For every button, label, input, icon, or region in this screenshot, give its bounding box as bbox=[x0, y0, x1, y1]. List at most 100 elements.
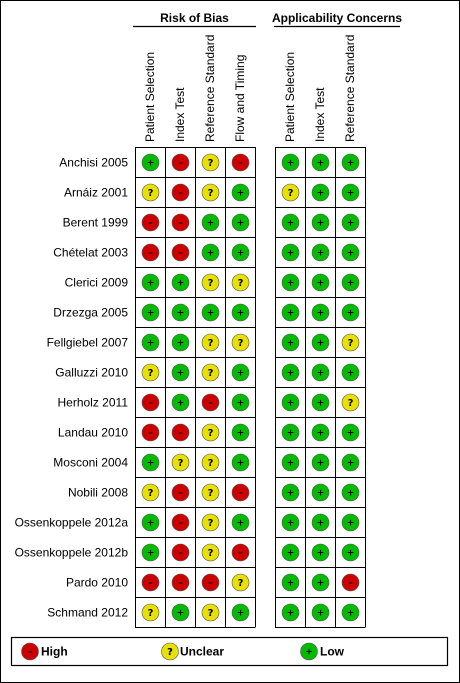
judgement-high: – bbox=[141, 573, 160, 592]
low-symbol: + bbox=[287, 369, 295, 379]
high-circle bbox=[341, 573, 360, 592]
low-circle bbox=[341, 213, 360, 232]
low-circle bbox=[201, 303, 220, 322]
low-circle bbox=[141, 333, 160, 352]
legend-item-unclear: ? Unclear bbox=[161, 642, 224, 661]
judgement-low: + bbox=[281, 213, 300, 232]
low-circle bbox=[311, 543, 330, 562]
low-symbol: + bbox=[177, 399, 185, 409]
unclear-circle bbox=[201, 183, 220, 202]
high-symbol: – bbox=[238, 489, 243, 499]
unclear-circle bbox=[201, 423, 220, 442]
column-header: Reference Standard bbox=[203, 35, 217, 142]
judgement-low: + bbox=[141, 513, 160, 532]
judgement-unclear: ? bbox=[341, 393, 360, 412]
high-legend-symbol: – bbox=[28, 648, 33, 658]
column-header: Patient Selection bbox=[283, 52, 297, 142]
judgement-low: + bbox=[231, 213, 250, 232]
judgement-low: + bbox=[311, 183, 330, 202]
study-label: Chételat 2003 bbox=[53, 246, 128, 260]
low-symbol: + bbox=[317, 339, 325, 349]
judgement-unclear: ? bbox=[171, 453, 190, 472]
unclear-circle bbox=[141, 483, 160, 502]
unclear-symbol: ? bbox=[148, 368, 154, 379]
unclear-symbol: ? bbox=[148, 188, 154, 199]
judgement-unclear: ? bbox=[201, 153, 220, 172]
high-circle bbox=[171, 213, 190, 232]
low-symbol: + bbox=[317, 579, 325, 589]
low-circle bbox=[281, 513, 300, 532]
low-circle bbox=[201, 243, 220, 262]
high-symbol: – bbox=[178, 159, 183, 169]
judgement-high: – bbox=[171, 183, 190, 202]
low-circle bbox=[141, 153, 160, 172]
judgement-low: + bbox=[171, 603, 190, 622]
judgement-low: + bbox=[341, 303, 360, 322]
high-symbol: – bbox=[178, 429, 183, 439]
judgement-low: + bbox=[341, 153, 360, 172]
low-circle bbox=[141, 513, 160, 532]
high-circle bbox=[231, 153, 250, 172]
high-circle bbox=[171, 543, 190, 562]
low-symbol: + bbox=[177, 279, 185, 289]
low-symbol: + bbox=[287, 279, 295, 289]
unclear-circle bbox=[281, 183, 300, 202]
judgement-low: + bbox=[171, 363, 190, 382]
unclear-symbol: ? bbox=[178, 458, 184, 469]
judgement-low: + bbox=[231, 303, 250, 322]
judgement-unclear: ? bbox=[201, 453, 220, 472]
low-circle bbox=[311, 363, 330, 382]
low-circle bbox=[341, 183, 360, 202]
judgement-low: + bbox=[231, 603, 250, 622]
study-label: Berent 1999 bbox=[63, 216, 129, 230]
low-symbol: + bbox=[207, 249, 215, 259]
low-symbol: + bbox=[237, 219, 245, 229]
low-symbol: + bbox=[317, 189, 325, 199]
low-symbol: + bbox=[317, 489, 325, 499]
judgement-low: + bbox=[341, 273, 360, 292]
low-symbol: + bbox=[317, 609, 325, 619]
judgement-high: – bbox=[231, 153, 250, 172]
unclear-circle bbox=[201, 603, 220, 622]
low-symbol: + bbox=[237, 609, 245, 619]
high-symbol: – bbox=[148, 219, 153, 229]
low-circle bbox=[281, 603, 300, 622]
judgement-low: + bbox=[311, 333, 330, 352]
high-circle bbox=[171, 243, 190, 262]
judgement-low: + bbox=[311, 603, 330, 622]
unclear-symbol: ? bbox=[148, 608, 154, 619]
high-symbol: – bbox=[178, 189, 183, 199]
study-label: Arnáiz 2001 bbox=[64, 186, 128, 200]
judgement-high: – bbox=[171, 543, 190, 562]
low-symbol: + bbox=[237, 399, 245, 409]
high-circle bbox=[171, 153, 190, 172]
high-symbol: – bbox=[148, 429, 153, 439]
judgement-low: + bbox=[171, 273, 190, 292]
high-symbol: – bbox=[178, 219, 183, 229]
judgement-low: + bbox=[231, 183, 250, 202]
high-symbol: – bbox=[148, 579, 153, 589]
low-circle bbox=[141, 303, 160, 322]
low-symbol: + bbox=[347, 369, 355, 379]
low-symbol: + bbox=[287, 609, 295, 619]
low-circle bbox=[141, 273, 160, 292]
high-circle bbox=[171, 183, 190, 202]
low-symbol: + bbox=[207, 219, 215, 229]
legend-label: Unclear bbox=[180, 645, 224, 659]
low-circle bbox=[341, 273, 360, 292]
low-circle bbox=[231, 453, 250, 472]
unclear-symbol: ? bbox=[208, 458, 214, 469]
judgement-low: + bbox=[281, 603, 300, 622]
unclear-symbol: ? bbox=[148, 488, 154, 499]
unclear-symbol: ? bbox=[208, 278, 214, 289]
legend-box bbox=[10, 636, 449, 667]
judgement-low: + bbox=[281, 423, 300, 442]
judgement-low: + bbox=[201, 213, 220, 232]
low-circle bbox=[171, 333, 190, 352]
low-symbol: + bbox=[147, 459, 155, 469]
low-symbol: + bbox=[287, 519, 295, 529]
low-symbol: + bbox=[177, 309, 185, 319]
study-label: Fellgiebel 2007 bbox=[47, 336, 129, 350]
high-circle bbox=[171, 423, 190, 442]
low-symbol: + bbox=[347, 549, 355, 559]
